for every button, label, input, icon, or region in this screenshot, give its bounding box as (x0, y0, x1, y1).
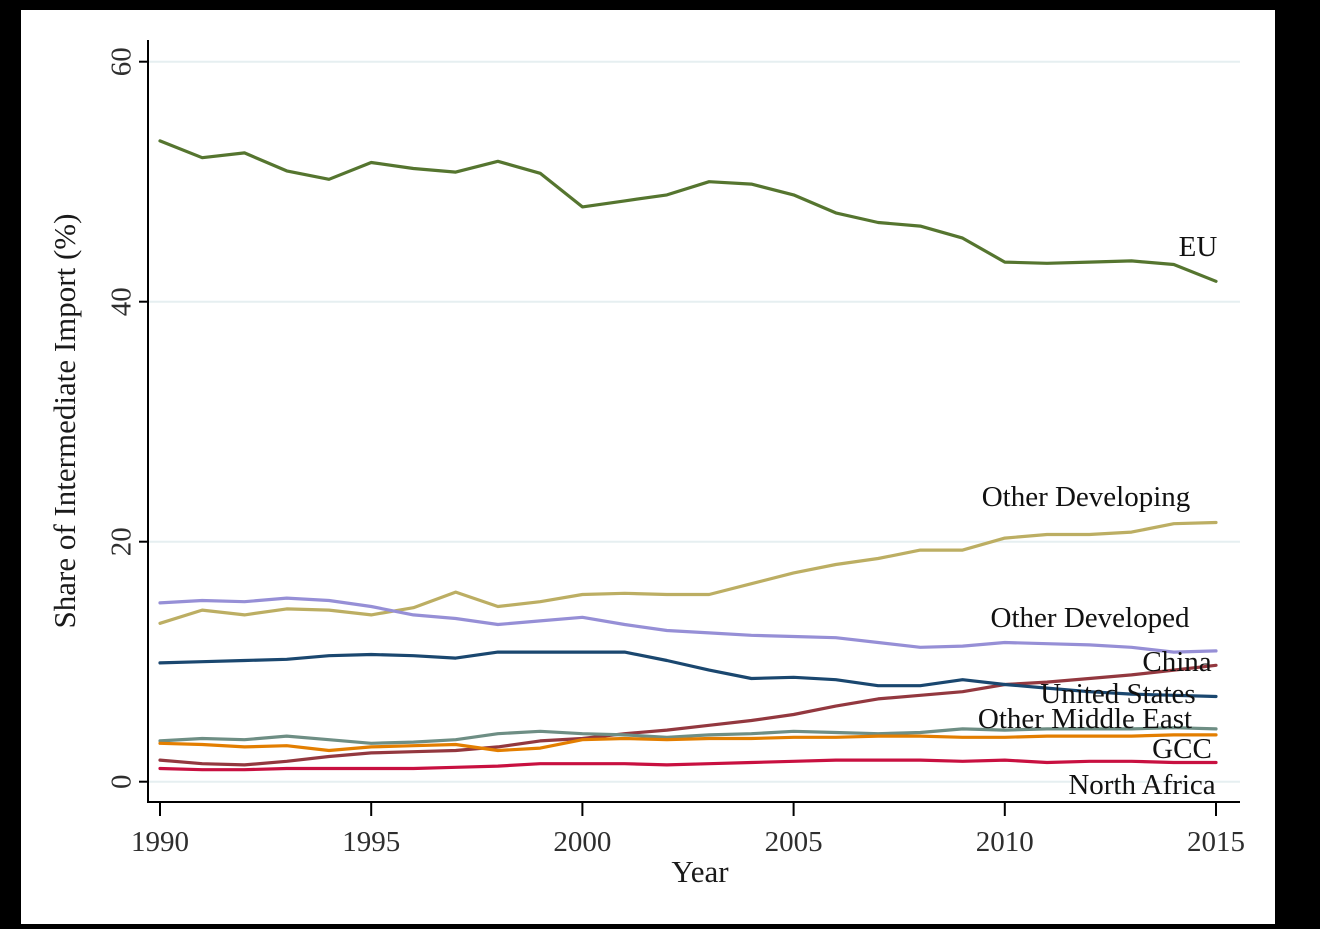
x-tick-label-1990: 1990 (131, 826, 189, 858)
axes (147, 40, 1240, 803)
series-label-china: China (1142, 646, 1211, 678)
series-lines (158, 139, 1218, 772)
x-tick-label-2005: 2005 (765, 826, 823, 858)
y-tick-label-60: 60 (106, 47, 138, 76)
series-labels: EU Other Developing Other Developed ChinaUn… (978, 231, 1217, 801)
series-label-gcc: GCC (1152, 733, 1212, 765)
series-line-north-africa (158, 758, 1218, 772)
series-line-gcc (158, 733, 1218, 753)
x-axis-ticks: 1990 1995 2000 2005 2010 2015 (131, 802, 1245, 858)
y-tick-label-20: 20 (106, 527, 138, 556)
y-tick-label-0: 0 (106, 774, 138, 789)
series-line-other-middle-east (158, 726, 1218, 745)
y-axis-ticks: 0 20 40 60 (106, 47, 148, 789)
x-tick-label-1995: 1995 (342, 826, 400, 858)
x-axis-title: Year (671, 854, 729, 889)
series-label-other-middle-east: Other Middle East (978, 703, 1192, 735)
y-tick-label-40: 40 (106, 287, 138, 316)
series-label-other-developing: Other Developing (982, 481, 1191, 513)
series-line-china (158, 663, 1218, 767)
plot-background (21, 10, 1275, 924)
series-line-other-developed (158, 596, 1218, 654)
series-label-other-developed: Other Developed (991, 602, 1190, 634)
x-tick-label-2015: 2015 (1187, 826, 1245, 858)
series-label-united-states: United States (1040, 678, 1195, 710)
series-label-north-africa: North Africa (1068, 769, 1215, 801)
y-axis-title: Share of Intermediate Import (%) (47, 214, 82, 629)
x-tick-label-2010: 2010 (976, 826, 1034, 858)
series-line-eu (158, 139, 1218, 283)
series-line-other-developing (158, 520, 1218, 625)
x-tick-label-2000: 2000 (553, 826, 611, 858)
series-line-united-states (158, 650, 1218, 699)
gridlines (148, 60, 1240, 783)
series-label-eu: EU (1179, 231, 1218, 263)
